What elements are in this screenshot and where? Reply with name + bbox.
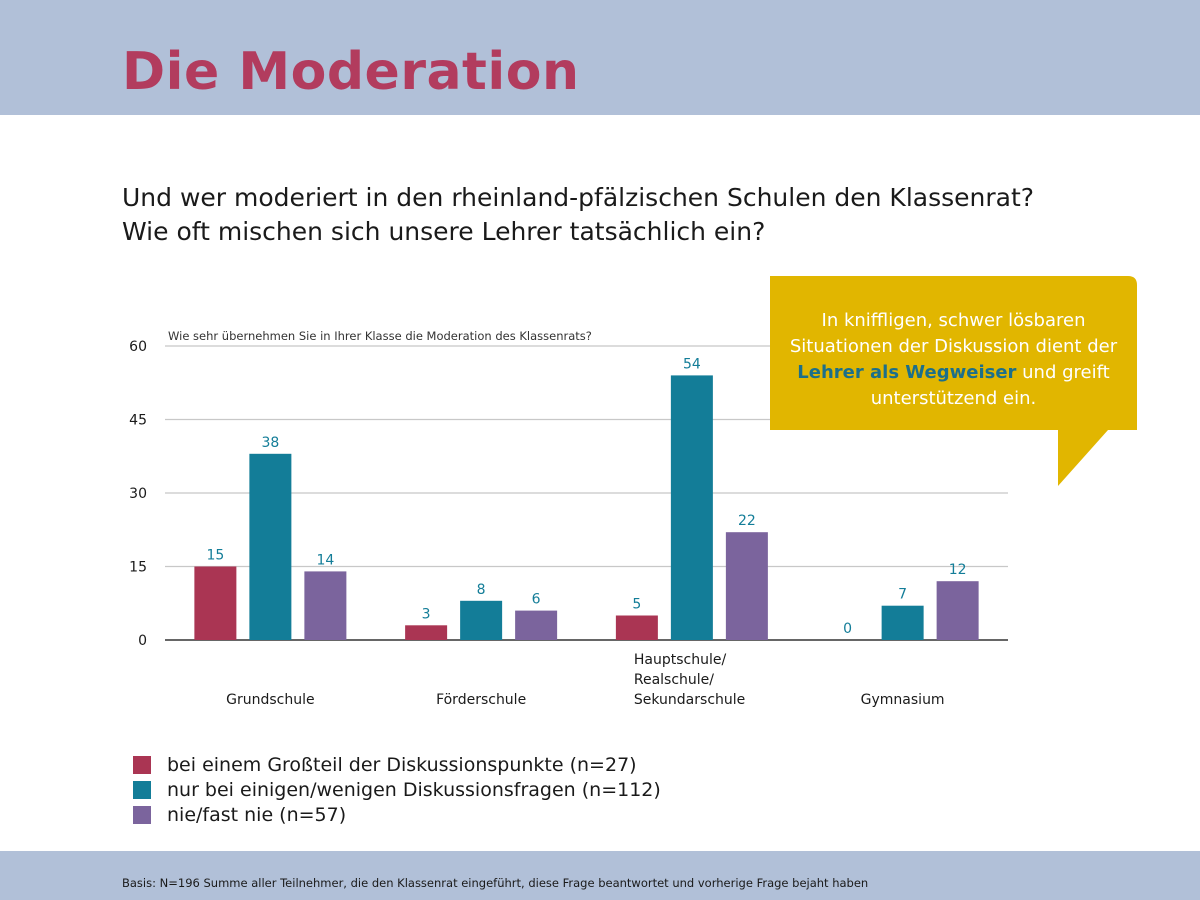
legend-swatch xyxy=(133,780,151,799)
bar xyxy=(405,625,448,640)
bar-value-label: 12 xyxy=(949,562,967,578)
legend-item: nie/fast nie (n=57) xyxy=(133,802,661,827)
y-tick-label: 0 xyxy=(138,633,147,649)
bar-value-label: 22 xyxy=(738,513,756,529)
header-band xyxy=(0,0,1200,115)
bar xyxy=(881,605,924,640)
bar xyxy=(515,610,558,640)
bar xyxy=(615,615,658,640)
legend-swatch xyxy=(133,805,151,824)
callout-highlight: Lehrer als Wegweiser xyxy=(797,362,1017,383)
callout-text: In kniffligen, schwer lösbaren Situation… xyxy=(770,308,1137,412)
y-tick-label: 15 xyxy=(129,560,147,576)
bar xyxy=(670,375,713,640)
chart-legend: bei einem Großteil der Diskussionspunkte… xyxy=(133,752,661,827)
callout-text-after: und greift unterstützend ein. xyxy=(870,362,1110,409)
footer-band xyxy=(0,851,1200,900)
bar-chart: Wie sehr übernehmen Sie in Ihrer Klasse … xyxy=(129,329,1008,708)
bar xyxy=(249,453,292,640)
footnote: Basis: N=196 Summe aller Teilnehmer, die… xyxy=(122,876,869,890)
question-line-1: Und wer moderiert in den rheinland-pfälz… xyxy=(122,183,1035,212)
legend-item: nur bei einigen/wenigen Diskussionsfrage… xyxy=(133,777,661,802)
legend-label: nie/fast nie (n=57) xyxy=(167,803,347,826)
bar-value-label: 14 xyxy=(316,552,334,568)
y-tick-label: 60 xyxy=(129,339,147,355)
category-label: Sekundarschule xyxy=(634,692,745,708)
chart-labels: Wie sehr übernehmen Sie in Ihrer Klasse … xyxy=(129,329,966,708)
bar-value-label: 8 xyxy=(477,582,486,598)
chart-bars xyxy=(194,375,979,640)
bar xyxy=(936,581,979,640)
bar-value-label: 5 xyxy=(632,597,641,613)
y-tick-label: 45 xyxy=(129,413,147,429)
bar-value-label: 7 xyxy=(898,587,907,603)
bar-value-label: 54 xyxy=(683,356,701,372)
bar xyxy=(194,566,237,640)
callout-box xyxy=(770,276,1137,486)
bar-value-label: 0 xyxy=(843,621,852,637)
category-label: Grundschule xyxy=(226,692,314,708)
bar xyxy=(725,532,768,640)
category-label: Realschule/ xyxy=(634,672,714,688)
bar-value-label: 38 xyxy=(261,435,279,451)
bar-value-label: 15 xyxy=(206,548,224,564)
question-text: Und wer moderiert in den rheinland-pfälz… xyxy=(122,181,1082,249)
callout-text-before: In kniffligen, schwer lösbaren Situation… xyxy=(789,310,1118,357)
bar xyxy=(460,600,503,640)
legend-item: bei einem Großteil der Diskussionspunkte… xyxy=(133,752,661,777)
callout-bubble xyxy=(770,276,1137,486)
bar xyxy=(304,571,347,640)
y-tick-label: 30 xyxy=(129,486,147,502)
category-label: Förderschule xyxy=(436,692,526,708)
question-line-2: Wie oft mischen sich unsere Lehrer tatsä… xyxy=(122,217,766,246)
legend-label: nur bei einigen/wenigen Diskussionsfrage… xyxy=(167,778,661,801)
page-title: Die Moderation xyxy=(122,42,580,102)
legend-label: bei einem Großteil der Diskussionspunkte… xyxy=(167,753,637,776)
legend-swatch xyxy=(133,755,151,774)
chart-title: Wie sehr übernehmen Sie in Ihrer Klasse … xyxy=(168,329,592,343)
category-label: Hauptschule/ xyxy=(634,652,727,668)
bar-value-label: 6 xyxy=(532,592,541,608)
bar-value-label: 3 xyxy=(422,606,431,622)
category-label: Gymnasium xyxy=(861,692,945,708)
